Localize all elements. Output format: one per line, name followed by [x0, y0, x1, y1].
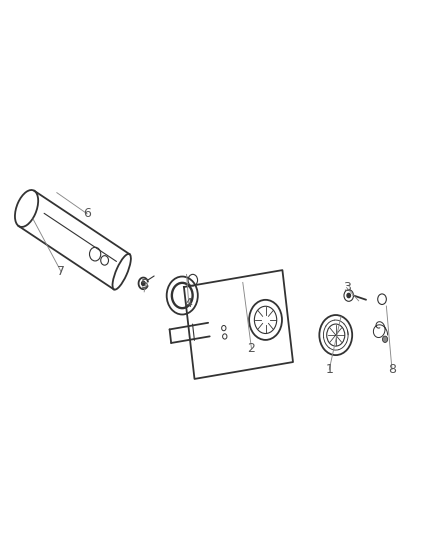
Text: 8: 8: [388, 363, 396, 376]
Circle shape: [382, 336, 388, 342]
Circle shape: [347, 293, 350, 297]
Text: 3: 3: [343, 281, 350, 294]
Text: 7: 7: [57, 265, 65, 278]
Circle shape: [141, 281, 145, 286]
Text: 2: 2: [247, 342, 255, 355]
Text: 5: 5: [141, 278, 149, 292]
Text: 6: 6: [83, 207, 91, 220]
Text: 1: 1: [325, 363, 333, 376]
Text: 4: 4: [185, 297, 193, 310]
